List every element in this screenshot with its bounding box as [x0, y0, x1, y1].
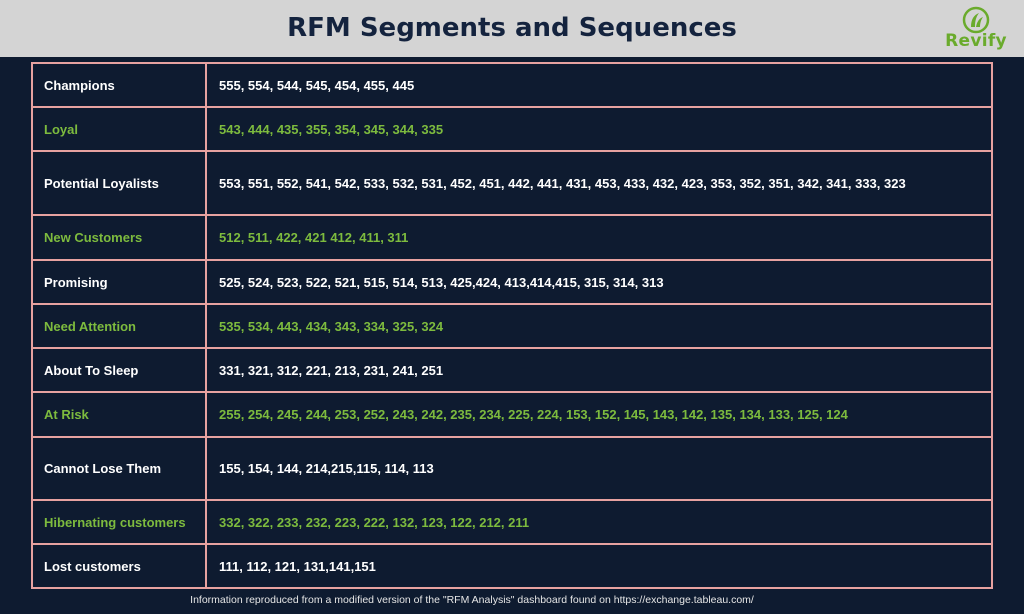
segment-name: Lost customers [31, 543, 207, 589]
segment-sequences: 155, 154, 144, 214,215,115, 114, 113 [205, 436, 993, 501]
segment-sequences: 555, 554, 544, 545, 454, 455, 445 [205, 62, 993, 108]
leaf-circle-icon [962, 6, 990, 34]
table-row: Cannot Lose Them 155, 154, 144, 214,215,1… [31, 436, 993, 501]
rfm-segments-table: Champions 555, 554, 544, 545, 454, 455, 4… [31, 62, 993, 589]
segment-name: Champions [31, 62, 207, 108]
segment-sequences: 553, 551, 552, 541, 542, 533, 532, 531, … [205, 150, 993, 216]
table-row: Loyal 543, 444, 435, 355, 354, 345, 344, … [31, 106, 993, 152]
logo-text: Revify [945, 31, 1007, 51]
segment-sequences: 512, 511, 422, 421 412, 411, 311 [205, 214, 993, 261]
table-row: Promising 525, 524, 523, 522, 521, 515, 5… [31, 259, 993, 305]
table-row: Hibernating customers 332, 322, 233, 232,… [31, 499, 993, 545]
revify-logo: Revify [936, 4, 1016, 54]
segment-sequences: 255, 254, 245, 244, 253, 252, 243, 242, … [205, 391, 993, 438]
table-row: New Customers 512, 511, 422, 421 412, 411… [31, 214, 993, 261]
segment-name: Promising [31, 259, 207, 305]
segment-name: About To Sleep [31, 347, 207, 393]
segment-name: Hibernating customers [31, 499, 207, 545]
segment-name: Cannot Lose Them [31, 436, 207, 501]
page-title: RFM Segments and Sequences [287, 13, 737, 43]
table-row: Champions 555, 554, 544, 545, 454, 455, 4… [31, 62, 993, 108]
segment-name: Need Attention [31, 303, 207, 349]
segment-sequences: 331, 321, 312, 221, 213, 231, 241, 251 [205, 347, 993, 393]
table-row: Potential Loyalists 553, 551, 552, 541, 5… [31, 150, 993, 216]
source-footnote: Information reproduced from a modified v… [190, 594, 754, 606]
segment-sequences: 525, 524, 523, 522, 521, 515, 514, 513, … [205, 259, 993, 305]
segment-sequences: 332, 322, 233, 232, 223, 222, 132, 123, … [205, 499, 993, 545]
segment-sequences: 535, 534, 443, 434, 343, 334, 325, 324 [205, 303, 993, 349]
table-row: About To Sleep 331, 321, 312, 221, 213, 2… [31, 347, 993, 393]
header-bar [0, 0, 1024, 57]
table-row: At Risk 255, 254, 245, 244, 253, 252, 243… [31, 391, 993, 438]
segment-name: Potential Loyalists [31, 150, 207, 216]
segment-name: New Customers [31, 214, 207, 261]
segment-sequences: 543, 444, 435, 355, 354, 345, 344, 335 [205, 106, 993, 152]
segment-name: At Risk [31, 391, 207, 438]
segment-sequences: 111, 112, 121, 131,141,151 [205, 543, 993, 589]
table-row: Need Attention 535, 534, 443, 434, 343, 3… [31, 303, 993, 349]
segment-name: Loyal [31, 106, 207, 152]
table-row: Lost customers 111, 112, 121, 131,141,151 [31, 543, 993, 589]
